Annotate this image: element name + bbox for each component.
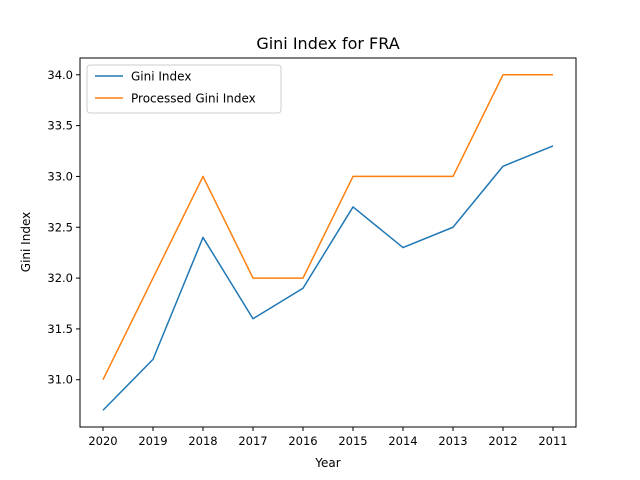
x-axis: 2020 2019 2018 2017 2016 2015 2014 2013 2012 2011 (88, 427, 568, 448)
legend-label-processed-gini-index: Processed Gini Index (131, 92, 256, 106)
x-tick-label: 2012 (488, 434, 517, 448)
x-tick-label: 2019 (138, 434, 167, 448)
y-tick-label: 33.0 (47, 169, 73, 183)
x-tick-label: 2017 (238, 434, 267, 448)
chart-title: Gini Index for FRA (256, 34, 399, 53)
x-tick-label: 2011 (538, 434, 567, 448)
y-tick-label: 32.0 (47, 271, 73, 285)
axes-frame (79, 57, 577, 428)
x-tick-label: 2013 (438, 434, 467, 448)
y-axis-label: Gini Index (19, 212, 33, 272)
series-line-gini-index (102, 145, 554, 411)
x-tick-label: 2018 (188, 434, 217, 448)
series-lines (102, 74, 554, 411)
x-tick-label: 2020 (88, 434, 117, 448)
y-tick-label: 31.5 (47, 322, 73, 336)
y-tick-label: 31.0 (47, 373, 73, 387)
legend: Gini Index Processed Gini Index (86, 64, 282, 114)
x-axis-label: Year (314, 456, 340, 470)
series-line-processed-gini-index (102, 74, 553, 381)
y-tick-label: 33.5 (47, 119, 73, 133)
y-tick-label: 34.0 (47, 68, 73, 82)
x-tick-label: 2016 (288, 434, 317, 448)
x-tick-label: 2014 (388, 434, 417, 448)
y-axis: 31.0 31.5 32.0 32.5 33.0 33.5 34.0 (47, 68, 80, 387)
legend-box (86, 64, 282, 114)
legend-label-gini-index: Gini Index (131, 70, 191, 84)
plot-area (79, 57, 577, 428)
x-tick-label: 2015 (338, 434, 367, 448)
y-tick-label: 32.5 (47, 220, 73, 234)
